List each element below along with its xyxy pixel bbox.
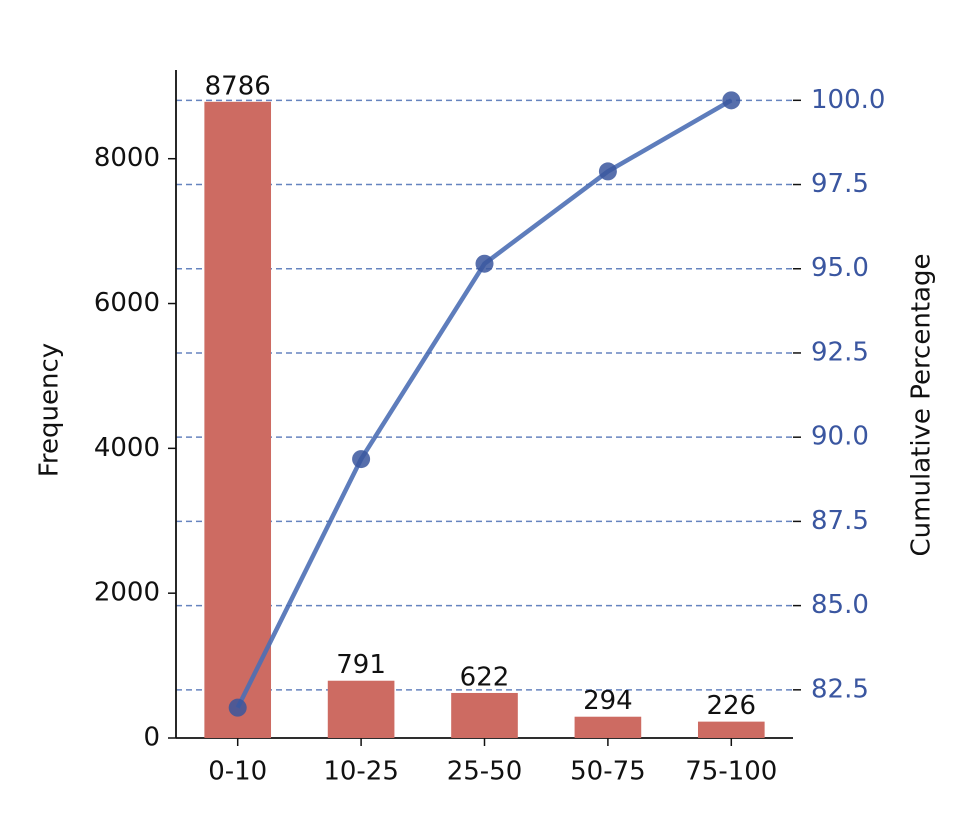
- line-marker: [722, 91, 741, 110]
- x-tick-label: 25-50: [447, 757, 523, 787]
- bar-value-label: 622: [460, 662, 510, 692]
- line-marker: [228, 698, 247, 717]
- bar: [451, 692, 518, 738]
- y-tick-label: 8000: [94, 143, 160, 173]
- x-tick-label: 50-75: [570, 757, 646, 787]
- line-marker: [352, 450, 371, 469]
- line-marker: [475, 254, 494, 273]
- y2-tick-label: 100.0: [811, 85, 885, 115]
- bar-value-label: 791: [336, 650, 386, 680]
- y2-tick-label: 95.0: [811, 253, 869, 283]
- y2-tick-label: 97.5: [811, 169, 869, 199]
- bar: [574, 716, 642, 738]
- y-tick-label: 6000: [94, 288, 160, 318]
- y2-tick-label: 92.5: [811, 337, 869, 367]
- bar-value-label: 226: [706, 691, 756, 721]
- y2-tick-label: 85.0: [811, 590, 869, 620]
- x-tick-label: 10-25: [323, 757, 399, 787]
- bar: [697, 721, 765, 738]
- y2-axis-label: Cumulative Percentage: [907, 254, 937, 557]
- y2-tick-label: 90.0: [811, 422, 869, 452]
- y-tick-label: 2000: [94, 578, 160, 608]
- x-tick-label: 0-10: [208, 757, 267, 787]
- cumulative-line: [235, 98, 733, 709]
- y-tick-label: 4000: [94, 433, 160, 463]
- y-axis-label: Frequency: [35, 343, 65, 477]
- x-tick-label: 75-100: [685, 757, 777, 787]
- bar-value-label: 8786: [205, 71, 271, 101]
- bar: [327, 680, 395, 738]
- y2-tick-label: 82.5: [811, 674, 869, 704]
- line-marker: [598, 162, 617, 181]
- bar-value-label: 294: [583, 686, 633, 716]
- bar: [204, 101, 272, 739]
- y2-tick-label: 87.5: [811, 506, 869, 536]
- y-tick-label: 0: [143, 723, 160, 753]
